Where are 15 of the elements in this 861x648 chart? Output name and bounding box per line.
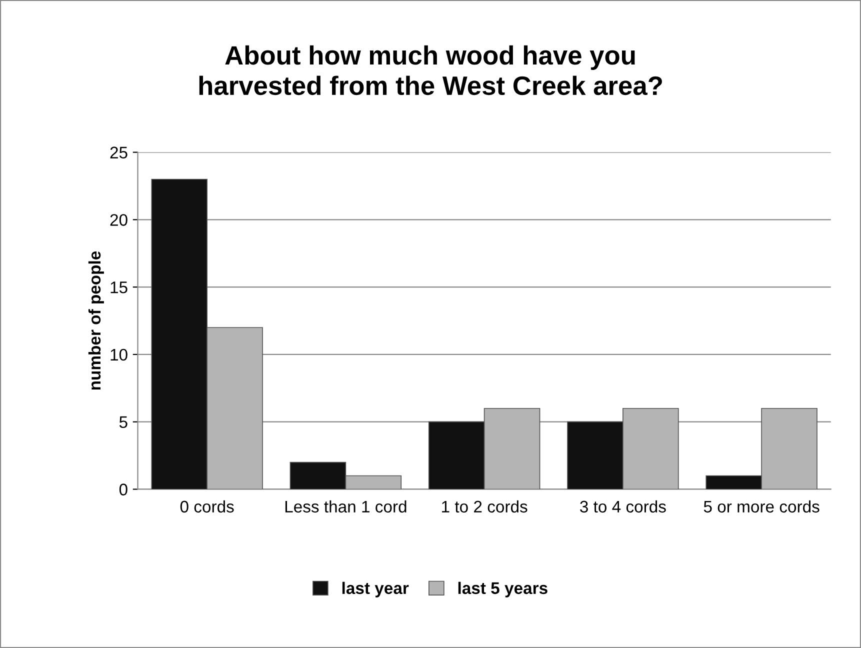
y-tick-label: 0 xyxy=(119,484,128,496)
x-tick-label: Less than 1 cord xyxy=(285,500,406,513)
y-tick-label: 5 xyxy=(119,416,128,428)
y-tick-label: 10 xyxy=(110,348,128,361)
legend-label: last year xyxy=(342,582,409,598)
x-tick-label: 0 cords xyxy=(180,500,234,513)
chart-title: About how much wood have you harvested from the West Creek area? xyxy=(199,45,662,96)
y-tick-label: 15 xyxy=(110,282,128,294)
y-axis-title: number of people xyxy=(88,251,104,390)
x-tick-label: 1 to 2 cords xyxy=(442,500,528,513)
legend-label: last 5 years xyxy=(458,582,548,598)
y-tick-label: 25 xyxy=(110,146,128,158)
y-tick-label: 20 xyxy=(110,214,128,226)
x-tick-label: 5 or more cords xyxy=(704,500,820,513)
x-tick-label: 3 to 4 cords xyxy=(580,500,666,513)
